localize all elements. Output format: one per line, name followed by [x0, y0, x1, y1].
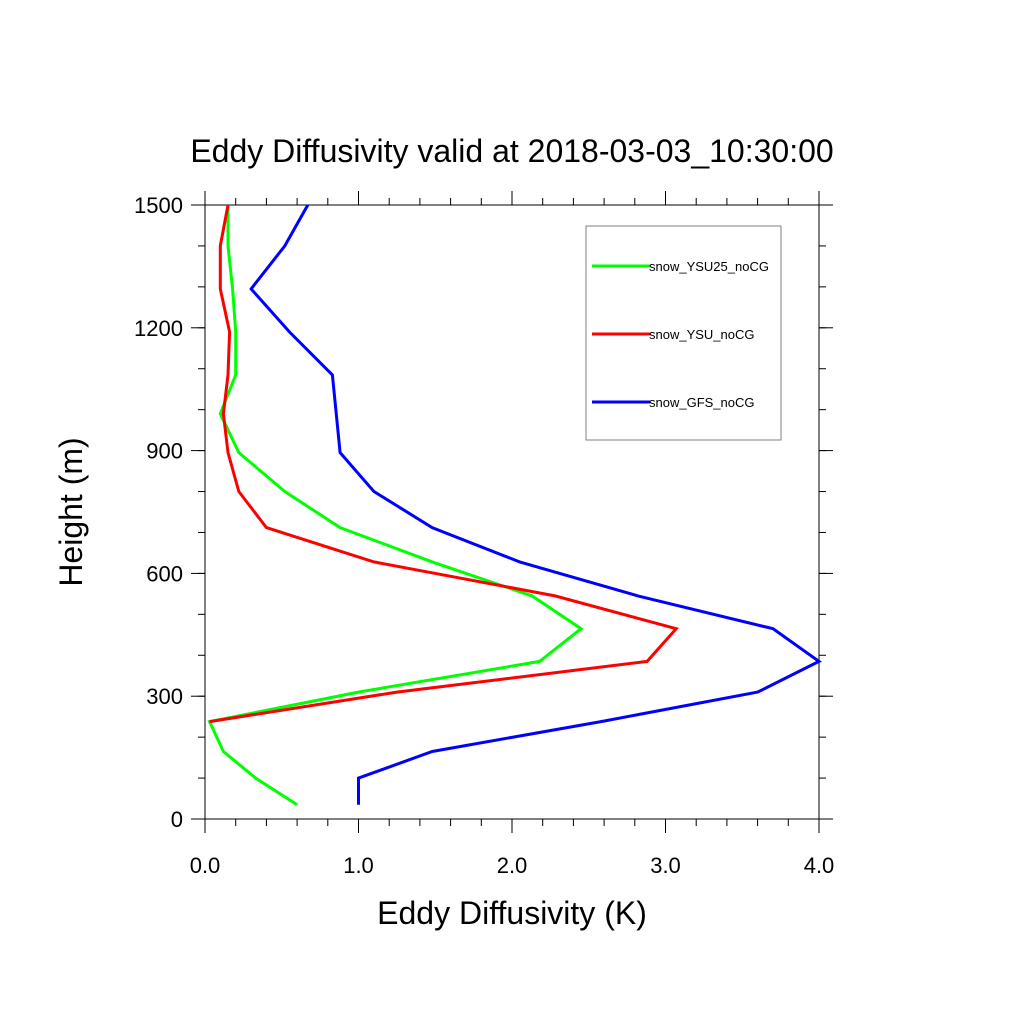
legend-label: snow_YSU25_noCG [649, 259, 769, 274]
y-tick-labels: 0 300 600 900 1200 1500 [134, 193, 183, 832]
y-axis-title: Height (m) [53, 437, 89, 586]
x-tick-labels: 0.0 1.0 2.0 3.0 4.0 [190, 853, 835, 878]
x-tick-label: 1.0 [343, 853, 374, 878]
x-tick-label: 2.0 [497, 853, 528, 878]
series-line-snow_YSU_noCG [209, 204, 679, 724]
legend: snow_YSU25_noCG snow_YSU_noCG snow_GFS_noC… [585, 225, 782, 441]
legend-label: snow_GFS_noCG [649, 395, 755, 410]
y-tick-label: 1200 [134, 316, 183, 341]
series-line-snow_YSU25_noCG [207, 205, 584, 806]
x-axis-title: Eddy Diffusivity (K) [377, 895, 647, 931]
legend-label: snow_YSU_noCG [649, 327, 755, 342]
series-lines [207, 204, 822, 806]
major-ticks [191, 191, 833, 833]
y-tick-label: 900 [146, 439, 183, 464]
chart-title: Eddy Diffusivity valid at 2018-03-03_10:… [190, 133, 833, 169]
series-line-snow_GFS_noCG [249, 204, 822, 805]
x-tick-label: 0.0 [190, 853, 221, 878]
y-tick-label: 300 [146, 684, 183, 709]
x-tick-label: 3.0 [650, 853, 681, 878]
y-tick-label: 600 [146, 561, 183, 586]
x-tick-label: 4.0 [804, 853, 835, 878]
y-tick-label: 0 [171, 807, 183, 832]
y-tick-label: 1500 [134, 193, 183, 218]
